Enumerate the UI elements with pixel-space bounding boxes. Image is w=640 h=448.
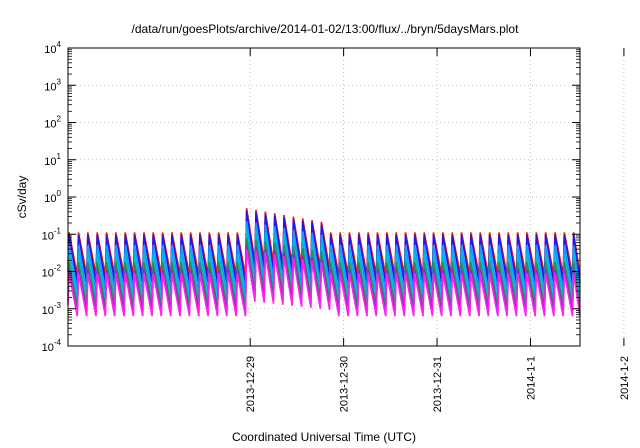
y-axis-label: cSv/day [15,176,29,219]
y-tick-label: 100 [44,189,61,205]
x-tick-label: 2014-1-1 [525,356,537,400]
x-tick-label: 2013-12-29 [245,356,257,412]
y-axis-ticks: 10-4 10-3 10-2 10-1 100 101 102 103 104 [42,40,580,354]
y-tick-label: 10-2 [42,264,62,280]
x-tick-label: 2013-12-30 [339,356,351,412]
x-tick-label: 2013-12-31 [432,356,444,412]
x-axis-label: Coordinated Universal Time (UTC) [232,430,416,444]
x-tick-label: 2014-1-2 [619,356,631,400]
y-tick-label: 103 [44,77,61,93]
y-tick-label: 10-4 [42,338,62,354]
chart-title: /data/run/goesPlots/archive/2014-01-02/1… [132,22,520,36]
y-tick-label: 104 [44,40,61,56]
series-group [67,208,581,317]
x-axis-ticks: 2013-12-29 2013-12-30 2013-12-31 2014-1-1 20… [245,48,631,412]
series-line [67,249,581,317]
y-tick-label: 10-1 [42,226,62,242]
y-tick-label: 101 [44,152,61,168]
y-tick-label: 102 [44,115,61,131]
y-tick-label: 10-3 [42,301,62,317]
